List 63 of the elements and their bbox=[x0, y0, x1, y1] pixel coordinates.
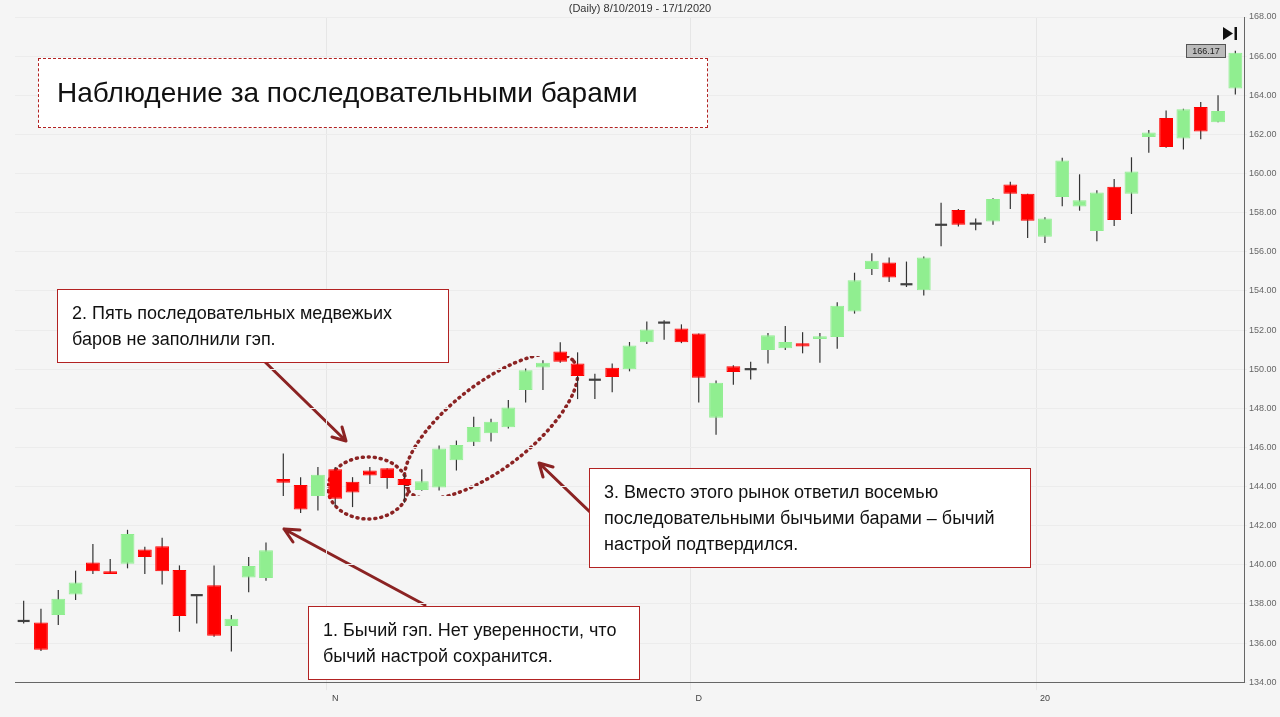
candlestick bbox=[241, 556, 256, 593]
y-tick-label: 146.00 bbox=[1249, 441, 1277, 452]
y-tick-label: 136.00 bbox=[1249, 637, 1277, 648]
y-tick-label: 144.00 bbox=[1249, 481, 1277, 492]
callout: 3. Вместо этого рынок ответил восемью последовательными бычьими барами – бычий настрой подтвердился. bbox=[589, 468, 1031, 568]
chart-subtitle: (Daily) 8/10/2019 - 17/1/2020 bbox=[568, 2, 712, 14]
y-tick-label: 162.00 bbox=[1249, 128, 1277, 139]
candlestick bbox=[484, 418, 498, 443]
candlestick bbox=[587, 373, 602, 400]
y-tick-label: 150.00 bbox=[1249, 363, 1277, 374]
candlestick bbox=[864, 252, 879, 276]
candlestick bbox=[778, 325, 793, 351]
y-tick-label: 154.00 bbox=[1249, 285, 1277, 296]
y-tick-label: 152.00 bbox=[1249, 324, 1277, 335]
price-tag: 166.17 bbox=[1186, 44, 1226, 58]
y-tick-label: 156.00 bbox=[1249, 246, 1277, 257]
candlestick bbox=[536, 359, 550, 391]
candlestick bbox=[397, 473, 412, 504]
callout: Наблюдение за последовательными барами bbox=[38, 58, 708, 128]
candlestick bbox=[674, 323, 689, 344]
candlestick bbox=[16, 600, 31, 625]
candlestick bbox=[362, 466, 377, 485]
candlestick bbox=[293, 476, 308, 514]
y-tick-label: 134.00 bbox=[1249, 676, 1277, 687]
y-tick-label: 158.00 bbox=[1249, 207, 1277, 218]
candlestick bbox=[1193, 101, 1208, 140]
candlestick bbox=[657, 319, 672, 341]
candlestick bbox=[899, 260, 914, 288]
x-tick-label: D bbox=[695, 693, 703, 704]
candlestick bbox=[986, 197, 1000, 226]
candlestick bbox=[414, 468, 429, 492]
callout: 1. Бычий гэп. Нет уверенности, что бычий настрой сохранится. bbox=[308, 606, 640, 680]
candlestick bbox=[224, 614, 239, 653]
candlestick bbox=[276, 452, 291, 497]
candlestick bbox=[1072, 173, 1087, 212]
y-tick-label: 168.00 bbox=[1249, 11, 1277, 22]
y-tick-label: 166.00 bbox=[1249, 50, 1277, 61]
y-tick-label: 142.00 bbox=[1249, 520, 1277, 531]
candlestick bbox=[1124, 156, 1139, 215]
y-tick-label: 140.00 bbox=[1249, 559, 1277, 570]
y-tick-label: 138.00 bbox=[1249, 598, 1277, 609]
y-tick-label: 148.00 bbox=[1249, 402, 1277, 413]
x-tick-label: N bbox=[331, 693, 339, 704]
candlestick bbox=[812, 332, 827, 364]
candlestick bbox=[189, 594, 204, 625]
y-tick-label: 164.00 bbox=[1249, 89, 1277, 100]
candlestick bbox=[155, 537, 170, 585]
callout: 2. Пять последовательных медвежьих баров не заполнили гэп. bbox=[57, 289, 449, 363]
candlestick bbox=[137, 546, 152, 575]
x-tick-label: 20 bbox=[1039, 693, 1050, 704]
candlestick bbox=[605, 362, 620, 393]
candlestick bbox=[622, 341, 637, 372]
candlestick bbox=[311, 466, 325, 512]
candlestick bbox=[570, 351, 585, 400]
candlestick bbox=[345, 476, 360, 508]
candlestick bbox=[1141, 129, 1156, 154]
candlestick bbox=[1003, 181, 1018, 210]
candlestick bbox=[933, 202, 949, 247]
candlestick bbox=[68, 570, 83, 601]
y-tick-label: 160.00 bbox=[1249, 168, 1277, 178]
candlestick bbox=[85, 543, 100, 575]
candlestick bbox=[553, 341, 568, 364]
candlestick bbox=[726, 364, 741, 386]
